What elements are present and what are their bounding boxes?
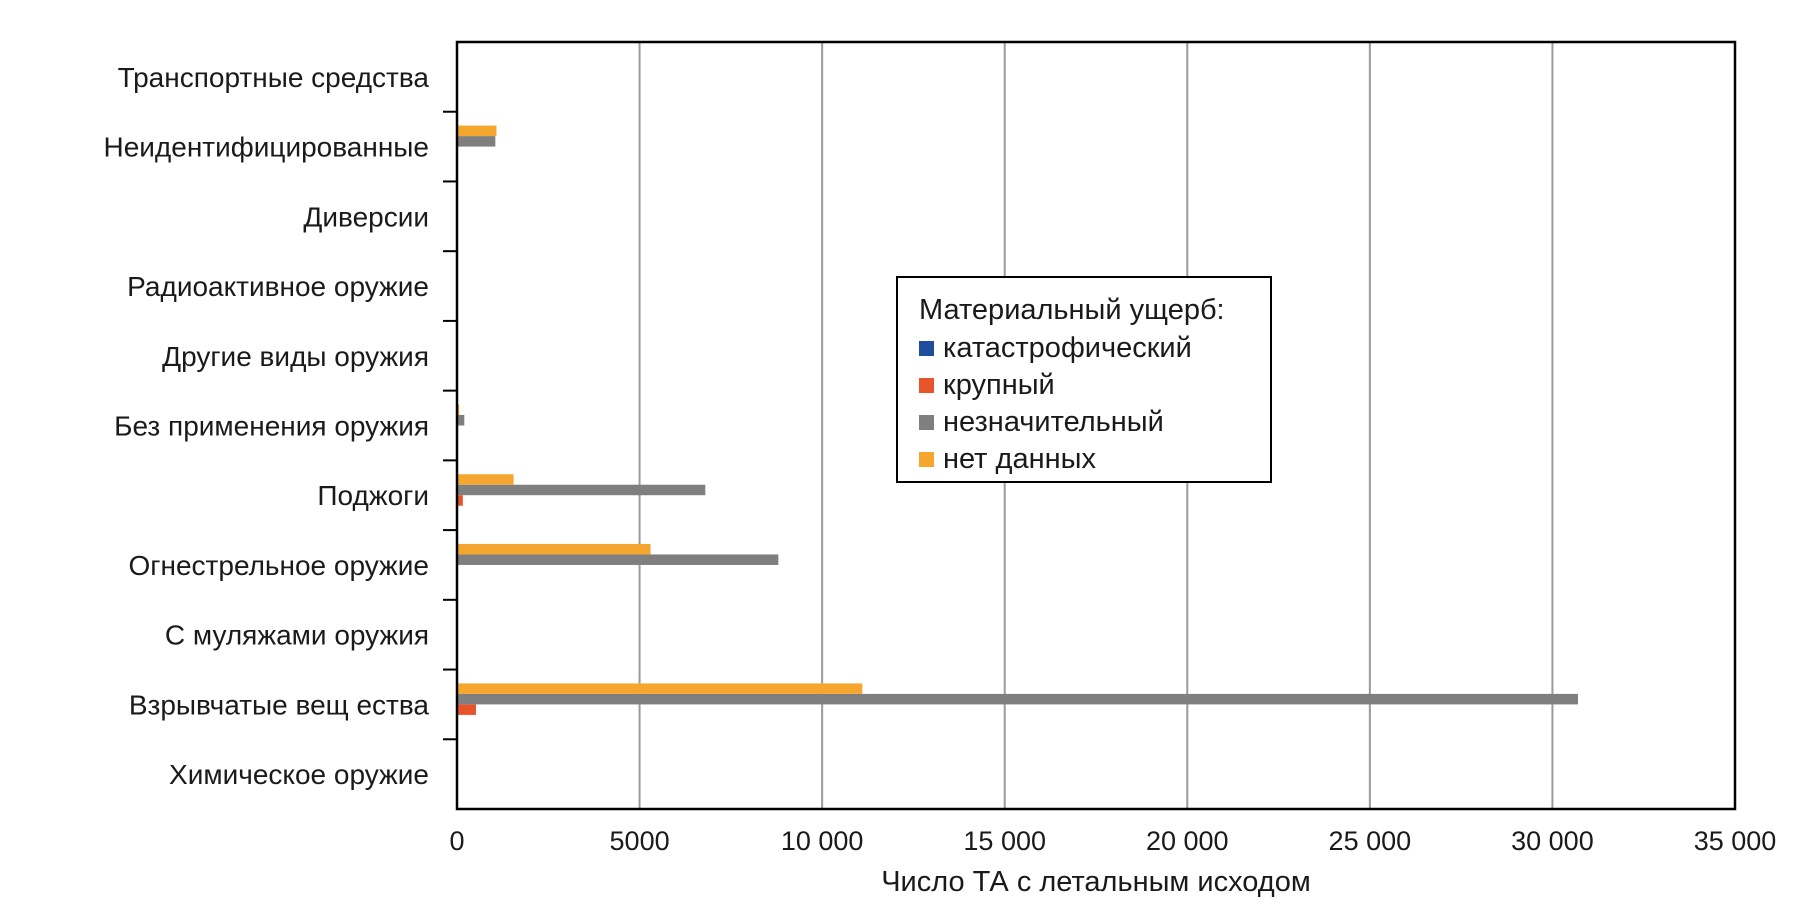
legend-title: Материальный ущерб: (919, 294, 1225, 326)
bar-3-6 (457, 474, 514, 485)
legend-swatch (919, 452, 934, 467)
x-tick-label: 10 000 (781, 826, 864, 856)
legend-label: катастрофический (943, 332, 1192, 364)
plot-frame (455, 40, 1737, 811)
legend-items: катастрофический крупный незначительный нет… (919, 332, 1192, 475)
category-label: Транспортные средства (118, 62, 430, 93)
legend: Материальный ущерб: катастрофический круп… (896, 276, 1272, 483)
x-tick-label: 5000 (610, 826, 670, 856)
legend-box (896, 276, 1272, 483)
category-labels: Транспортные средства Неидентифицированны… (103, 62, 429, 790)
bar-2-6 (457, 484, 706, 496)
category-label: Огнестрельное оружие (129, 550, 429, 581)
category-label: Неидентифицированные (103, 132, 429, 163)
category-label: Химическое оружие (169, 759, 429, 790)
x-tick-label: 30 000 (1511, 826, 1594, 856)
legend-swatch (919, 378, 934, 393)
legend-swatch (919, 415, 934, 430)
category-label: Диверсии (303, 201, 429, 232)
x-tick-label: 20 000 (1146, 826, 1229, 856)
category-label: Взрывчатые вещ ества (129, 689, 430, 720)
category-label: Без применения оружия (114, 411, 429, 442)
legend-label: крупный (943, 369, 1055, 401)
x-tick-label: 35 000 (1694, 826, 1777, 856)
category-label: Радиоактивное оружие (127, 271, 429, 302)
bar-2-9 (457, 693, 1578, 705)
legend-swatch (919, 341, 934, 356)
bar-3-1 (457, 125, 497, 137)
x-tick-labels: 0 5000 10 000 15 000 20 000 25 000 30 000 35 00… (449, 826, 1776, 856)
x-tick-label: 0 (449, 826, 464, 856)
x-tick-label: 25 000 (1329, 826, 1412, 856)
bar-2-5 (457, 415, 465, 426)
bar-1-6 (457, 495, 463, 506)
legend-label: незначительный (943, 406, 1164, 438)
bar-2-1 (457, 136, 496, 147)
bar-2-7 (457, 554, 779, 565)
bar-1-9 (457, 704, 476, 715)
category-label: Поджоги (317, 480, 429, 511)
category-label: Другие виды оружия (162, 341, 429, 372)
legend-label: нет данных (943, 443, 1096, 475)
category-label: С муляжами оружия (165, 620, 429, 651)
x-axis-title: Число ТА с летальным исходом (881, 866, 1311, 898)
bar-3-7 (457, 543, 651, 555)
bar-3-9 (457, 683, 863, 694)
x-tick-label: 15 000 (963, 826, 1046, 856)
